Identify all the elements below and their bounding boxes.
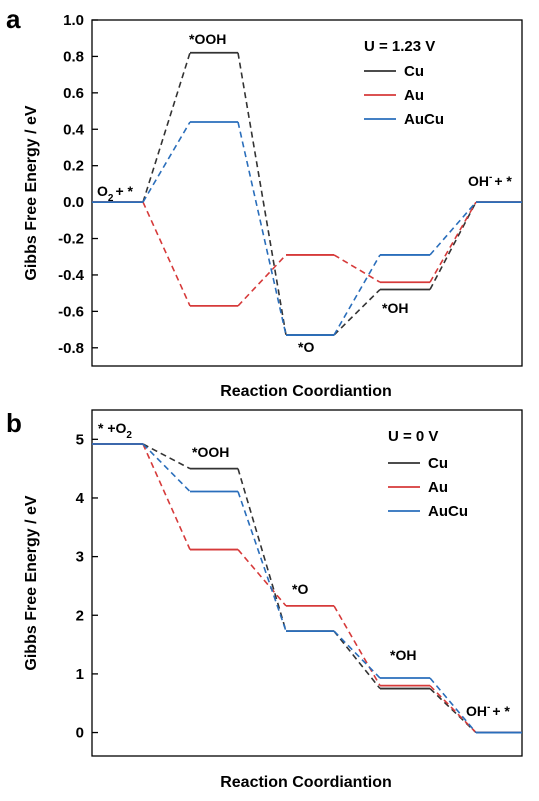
series-aucu-connector — [142, 121, 191, 203]
y-tick-label: 0.0 — [63, 194, 84, 211]
series-aucu-connector — [237, 121, 287, 336]
series-cu-connector — [142, 443, 191, 470]
y-tick-label: 3 — [76, 549, 84, 566]
step-label-superscript: - — [487, 702, 490, 713]
y-tick-label: 0.4 — [63, 121, 85, 138]
panel-a: a 1.00.80.60.40.20.0-0.2-0.4-0.6-0.8 O2 +… — [6, 4, 523, 400]
y-tick-label: 0.6 — [63, 85, 84, 102]
series-au-connector — [237, 549, 287, 607]
step-label: O2 + * — [97, 183, 134, 204]
y-tick-label: 0.8 — [63, 48, 84, 65]
series-aucu-connector — [429, 677, 477, 734]
step-label-text: *OH — [382, 300, 408, 316]
step-label-tail: + * — [492, 703, 510, 719]
series-au-connector — [429, 201, 477, 283]
step-label-tail: + * — [494, 173, 512, 189]
legend-label-au: Au — [404, 87, 424, 104]
y-tick-label: -0.6 — [58, 303, 84, 320]
step-label-text: *OOH — [192, 444, 229, 460]
panel-b-x-axis-label: Reaction Coordiantion — [220, 774, 392, 791]
series-au-connector — [429, 685, 477, 734]
y-tick-label: 5 — [76, 431, 84, 448]
step-label-text: OH — [468, 173, 489, 189]
y-tick-label: -0.8 — [58, 340, 84, 357]
panel-a-y-axis-label: Gibbs Free Energy / eV — [23, 105, 40, 281]
legend-label-aucu: AuCu — [428, 503, 468, 520]
panel-b-y-ticks: 5 4 3 2 1 0 — [76, 431, 98, 742]
panel-a-letter: a — [6, 4, 21, 34]
panel-b-annotations: * +O2 *OOH *O *OH OH- + * — [98, 420, 510, 719]
series-aucu-connector — [333, 254, 381, 336]
step-label-subscript: 2 — [108, 193, 114, 204]
series-au-connector — [333, 254, 381, 283]
legend-label-cu: Cu — [404, 63, 424, 80]
step-label: *OH — [390, 647, 416, 663]
panel-b-legend-title: U = 0 V — [388, 428, 438, 445]
y-tick-label: 0 — [76, 725, 84, 742]
step-label-text: *OH — [390, 647, 416, 663]
panel-a-legend: Cu Au AuCu — [364, 63, 444, 128]
step-label-superscript: - — [489, 172, 492, 183]
step-label: *O — [292, 581, 308, 597]
series-cu-connector — [237, 468, 287, 632]
panel-b-y-axis-label: Gibbs Free Energy / eV — [23, 495, 40, 671]
step-label-text: OH — [466, 703, 487, 719]
y-tick-label: 1 — [76, 666, 84, 683]
panel-b-letter: b — [6, 408, 22, 438]
legend-label-cu: Cu — [428, 455, 448, 472]
panel-a-x-axis-label: Reaction Coordiantion — [220, 383, 392, 400]
step-label: *OOH — [192, 444, 229, 460]
step-label: *OH — [382, 300, 408, 316]
y-tick-label: 1.0 — [63, 12, 84, 29]
series-cu — [92, 51, 522, 336]
panel-b-plot — [92, 443, 522, 734]
step-label-text: *OOH — [189, 31, 226, 47]
series-aucu — [92, 443, 522, 734]
step-label-text: * +O — [98, 420, 127, 436]
series-au — [92, 201, 522, 307]
panel-a-frame — [91, 19, 523, 367]
step-label-tail: + * — [115, 183, 133, 199]
series-cu-connector — [142, 52, 191, 203]
series-au-connector — [333, 605, 381, 687]
step-label: *OOH — [189, 31, 226, 47]
panel-a-legend-title: U = 1.23 V — [364, 38, 435, 55]
step-label: *O — [298, 339, 314, 355]
step-label-text: *O — [292, 581, 308, 597]
y-tick-label: 0.2 — [63, 158, 84, 175]
step-label-subscript: 2 — [126, 430, 132, 441]
panel-b-legend: Cu Au AuCu — [388, 455, 468, 520]
legend-label-au: Au — [428, 479, 448, 496]
series-aucu-connector — [429, 201, 477, 256]
step-label-text: O — [97, 183, 108, 199]
step-label-text: *O — [298, 339, 314, 355]
series-aucu-connector — [333, 630, 381, 679]
series-au-connector — [142, 443, 191, 550]
y-tick-label: -0.4 — [58, 267, 85, 284]
series-cu-connector — [333, 288, 381, 336]
series-au-connector — [142, 201, 191, 307]
panel-a-y-ticks: 1.0 0.8 0.6 0.4 0.2 0.0 -0.2 -0.4 -0.6 -0.8 — [58, 12, 98, 357]
step-label: OH- + * — [468, 172, 512, 189]
series-aucu — [92, 121, 522, 336]
series-cu-connector — [237, 52, 287, 336]
series-cu-connector — [333, 630, 381, 690]
series-au-connector — [237, 254, 287, 307]
legend-label-aucu: AuCu — [404, 111, 444, 128]
y-tick-label: -0.2 — [58, 231, 84, 248]
step-label: OH- + * — [466, 702, 510, 719]
step-label: * +O2 — [98, 420, 132, 441]
panel-b-frame — [91, 409, 523, 757]
y-tick-label: 2 — [76, 607, 84, 624]
series-aucu-connector — [142, 443, 191, 493]
panel-a-plot — [92, 51, 522, 336]
y-tick-label: 4 — [76, 490, 85, 507]
series-aucu-connector — [237, 491, 287, 632]
